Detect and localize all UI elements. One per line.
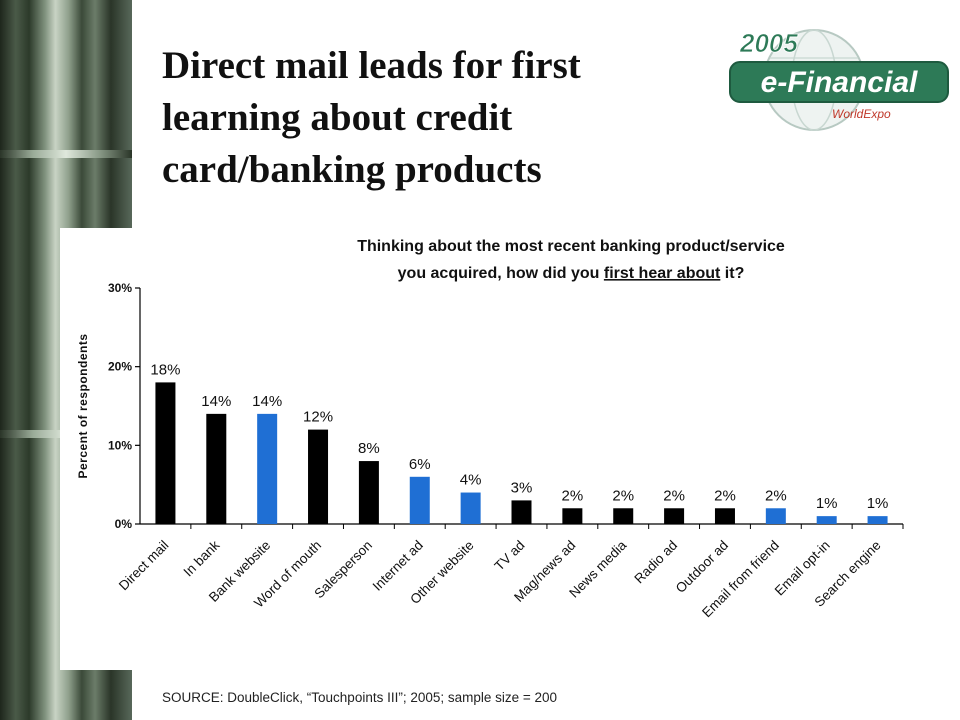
chart-panel: Thinking about the most recent banking p… — [60, 228, 960, 670]
data-label: 2% — [663, 487, 685, 504]
data-label: 4% — [460, 472, 482, 489]
bar — [358, 461, 379, 524]
bar — [257, 413, 278, 524]
y-axis-label: Percent of respondents — [76, 333, 90, 478]
bar — [664, 508, 685, 524]
y-tick-label: 20% — [108, 360, 132, 374]
x-tick-label: Direct mail — [116, 538, 172, 594]
bar — [867, 516, 888, 524]
bar — [562, 508, 583, 524]
strip-joint — [0, 150, 132, 158]
bar — [816, 516, 837, 524]
y-tick-label: 30% — [108, 281, 132, 295]
data-label: 6% — [409, 456, 431, 473]
bar — [511, 500, 532, 524]
bar — [613, 508, 634, 524]
logo-year: 2005 — [739, 28, 798, 58]
data-label: 2% — [612, 487, 634, 504]
x-tick-label: In bank — [180, 537, 222, 579]
bar — [460, 492, 481, 524]
chart-title-text: it? — [720, 265, 744, 282]
data-label: 1% — [867, 495, 889, 512]
bar-chart: Thinking about the most recent banking p… — [76, 238, 904, 620]
data-label: 1% — [816, 495, 838, 512]
data-label: 2% — [765, 487, 787, 504]
bar — [308, 429, 329, 524]
chart-title-line-2: you acquired, how did you first hear abo… — [398, 265, 745, 282]
logo-name: e-Financial — [761, 66, 918, 99]
data-label: 2% — [562, 487, 584, 504]
data-label: 12% — [303, 409, 333, 426]
data-label: 18% — [150, 361, 180, 378]
data-label: 3% — [511, 479, 533, 496]
data-label: 14% — [252, 393, 282, 410]
bar — [765, 508, 786, 524]
x-tick-label: Radio ad — [631, 538, 680, 587]
bar — [206, 413, 227, 524]
chart-title-text: you acquired, how did you — [398, 265, 604, 282]
data-label: 8% — [358, 440, 380, 457]
slide-title: Direct mail leads for first learning abo… — [162, 44, 581, 191]
data-label: 14% — [201, 393, 231, 410]
logo-tagline: WorldExpo — [832, 107, 891, 121]
data-label: 2% — [714, 487, 736, 504]
bar — [155, 382, 176, 524]
y-tick-label: 10% — [108, 438, 132, 452]
source-note: SOURCE: DoubleClick, “Touchpoints III”; … — [162, 690, 558, 705]
bar — [714, 508, 735, 524]
y-tick-label: 0% — [115, 517, 133, 531]
e-financial-logo: 2005 e-Financial WorldExpo — [729, 28, 949, 131]
x-tick-label: TV ad — [492, 538, 528, 574]
chart-title-line-1: Thinking about the most recent banking p… — [357, 238, 785, 255]
chart-title-emphasis: first hear about — [604, 265, 721, 282]
bar — [409, 476, 430, 524]
